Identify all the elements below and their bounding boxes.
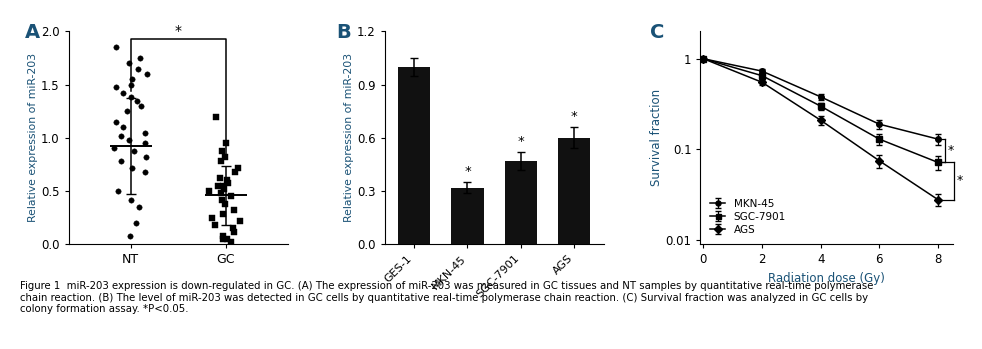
Text: *: *	[464, 165, 470, 178]
Point	[116, 125, 132, 130]
Point	[127, 148, 142, 154]
Y-axis label: Survival fraction: Survival fraction	[650, 89, 663, 186]
Point	[215, 183, 231, 188]
Point	[210, 183, 226, 188]
Point	[215, 233, 231, 239]
Point	[123, 82, 138, 88]
Bar	[505, 161, 537, 244]
Point	[134, 103, 149, 109]
Text: Figure 1  miR-203 expression is down-regulated in GC. (A) The expression of miR-: Figure 1 miR-203 expression is down-regu…	[20, 281, 873, 314]
Bar	[559, 138, 590, 244]
Point	[108, 84, 124, 90]
Point	[217, 201, 233, 207]
Y-axis label: Relative expression of miR-203: Relative expression of miR-203	[344, 53, 355, 222]
Point	[124, 76, 139, 82]
Point	[218, 140, 234, 146]
Point	[136, 169, 152, 175]
Point	[214, 148, 230, 154]
Text: *: *	[571, 110, 577, 123]
Point	[113, 133, 129, 139]
Point	[121, 61, 136, 66]
Point	[221, 180, 237, 185]
Point	[108, 45, 124, 50]
Point	[121, 137, 136, 143]
Point	[132, 204, 147, 210]
Point	[224, 194, 240, 199]
Point	[213, 191, 229, 196]
Point	[108, 119, 124, 125]
X-axis label: Radiation dose (Gy): Radiation dose (Gy)	[768, 272, 885, 285]
Point	[228, 169, 244, 175]
Bar	[452, 187, 483, 244]
Text: B: B	[337, 23, 352, 42]
Text: *: *	[949, 144, 955, 157]
Point	[131, 66, 146, 72]
Point	[123, 95, 138, 100]
Point	[110, 188, 126, 194]
Point	[114, 158, 130, 164]
Point	[216, 186, 232, 192]
Point	[119, 109, 135, 114]
Text: *: *	[956, 174, 963, 187]
Point	[215, 212, 231, 217]
Point	[124, 197, 139, 202]
Y-axis label: Relative expression of miR-203: Relative expression of miR-203	[28, 53, 38, 222]
Point	[232, 218, 247, 224]
Point	[226, 207, 242, 213]
Point	[214, 197, 230, 202]
Point	[204, 215, 220, 221]
Point	[212, 176, 228, 181]
Text: C: C	[650, 23, 665, 42]
Point	[213, 158, 229, 164]
Point	[122, 233, 137, 239]
Point	[137, 140, 153, 146]
Point	[223, 239, 239, 245]
Text: *: *	[175, 24, 182, 38]
Point	[139, 71, 155, 77]
Point	[129, 220, 144, 226]
Point	[225, 225, 241, 231]
Point	[138, 154, 154, 160]
Legend: MKN-45, SGC-7901, AGS: MKN-45, SGC-7901, AGS	[706, 194, 791, 239]
Point	[125, 165, 140, 170]
Text: A: A	[25, 23, 40, 42]
Bar	[398, 67, 430, 244]
Point	[201, 188, 217, 194]
Point	[129, 98, 144, 103]
Point	[106, 146, 122, 151]
Point	[133, 55, 148, 61]
Point	[219, 236, 235, 242]
Text: *: *	[518, 135, 524, 148]
Point	[136, 130, 152, 135]
Point	[208, 114, 224, 119]
Point	[207, 222, 223, 228]
Point	[115, 90, 131, 96]
Point	[227, 229, 243, 234]
Point	[230, 165, 246, 170]
Point	[216, 236, 232, 242]
Point	[217, 154, 233, 160]
Point	[219, 178, 235, 183]
